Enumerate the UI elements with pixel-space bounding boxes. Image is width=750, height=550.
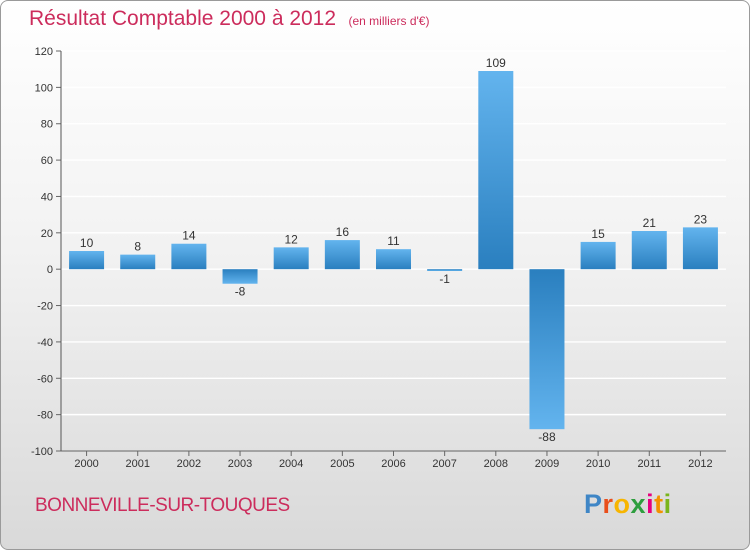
bar [682, 227, 718, 270]
y-tick-label: -40 [37, 337, 53, 349]
bar-value-label: 15 [591, 227, 605, 241]
logo-letter: r [602, 489, 614, 519]
bar-value-label: -8 [235, 285, 246, 299]
x-tick-label: 2005 [330, 458, 354, 470]
x-tick-label: 2008 [484, 458, 508, 470]
x-tick-label: 2002 [177, 458, 201, 470]
bar [427, 269, 463, 271]
logo-letter: P [584, 489, 603, 519]
bar [324, 240, 360, 270]
bar-value-label: 14 [182, 229, 196, 243]
logo-letter: t [654, 489, 664, 519]
bar-value-label: 10 [80, 236, 94, 250]
proxiti-logo: Proxiti [584, 489, 672, 520]
logo-letter: i [663, 489, 672, 519]
bar [478, 71, 514, 270]
bar [171, 243, 207, 270]
x-tick-label: 2001 [125, 458, 149, 470]
y-tick-label: 40 [41, 191, 53, 203]
x-tick-label: 2007 [432, 458, 456, 470]
chart-title-units: (en milliers d'€) [348, 14, 430, 28]
x-tick-label: 2000 [74, 458, 98, 470]
bar [120, 254, 156, 270]
x-tick-label: 2004 [279, 458, 303, 470]
y-tick-label: 20 [41, 228, 53, 240]
y-tick-label: 0 [47, 264, 53, 276]
bar [580, 241, 616, 270]
bar [69, 251, 105, 270]
x-tick-label: 2012 [688, 458, 712, 470]
y-tick-label: -20 [37, 301, 53, 313]
bar-value-label: -88 [538, 430, 556, 444]
bar-value-label: 16 [336, 225, 350, 239]
y-tick-label: 100 [35, 82, 53, 94]
x-tick-label: 2010 [586, 458, 610, 470]
bar-value-label: 21 [643, 216, 657, 230]
x-tick-label: 2003 [228, 458, 252, 470]
commune-name: BONNEVILLE-SUR-TOUQUES [35, 495, 290, 516]
bar-value-label: -1 [439, 272, 450, 286]
bar-value-label: 12 [285, 232, 299, 246]
bar [376, 249, 411, 270]
y-tick-label: 80 [41, 119, 53, 131]
logo-letter: i [646, 489, 655, 519]
bar-value-label: 109 [486, 56, 506, 70]
chart-title: Résultat Comptable 2000 à 2012 (en milli… [29, 7, 429, 31]
bar-value-label: 23 [694, 212, 708, 226]
x-tick-label: 2011 [637, 458, 661, 470]
x-tick-label: 2006 [381, 458, 405, 470]
y-tick-label: -80 [37, 410, 53, 422]
y-tick-label: 60 [41, 155, 53, 167]
logo-letter: o [613, 489, 631, 519]
bar [529, 269, 565, 430]
y-tick-label: 120 [35, 46, 53, 58]
chart-title-main: Résultat Comptable 2000 à 2012 [29, 7, 337, 30]
y-tick-label: -100 [31, 446, 53, 458]
bar-value-label: 11 [387, 234, 400, 248]
bar [273, 247, 309, 270]
y-tick-label: -60 [37, 373, 53, 385]
logo-letter: x [630, 489, 647, 519]
bar-value-label: 8 [134, 240, 141, 254]
x-tick-label: 2009 [535, 458, 559, 470]
bar [222, 269, 258, 284]
bar [631, 231, 667, 270]
